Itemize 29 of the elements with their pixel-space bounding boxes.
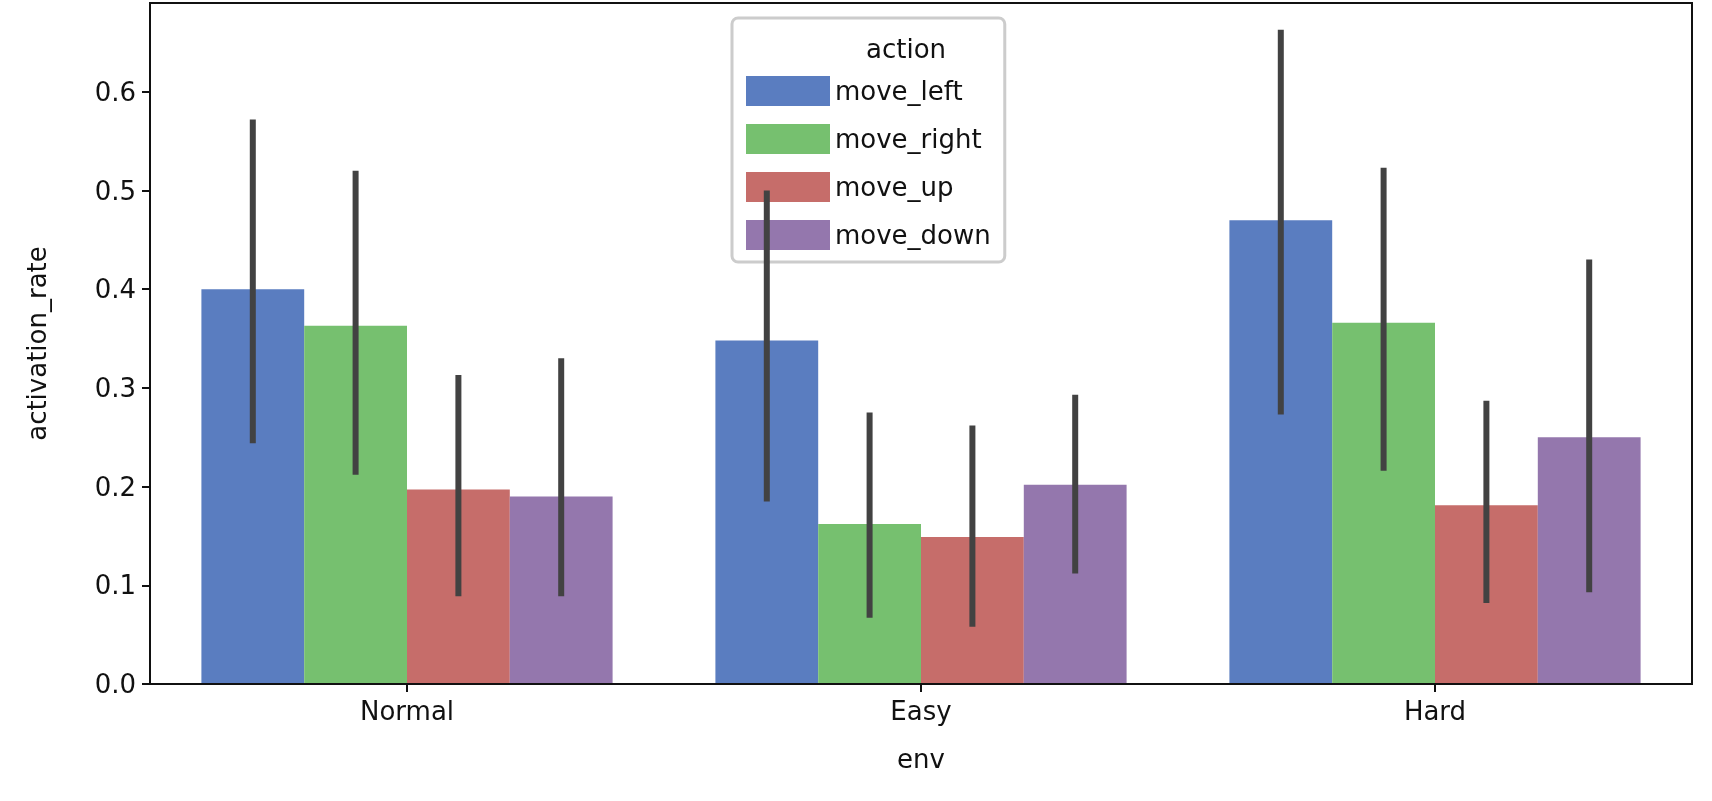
bar [1435, 505, 1538, 684]
y-tick-label: 0.2 [94, 471, 136, 502]
x-tick-label: Easy [890, 696, 952, 726]
y-tick-label: 0.5 [94, 175, 136, 206]
x-axis-title: env [897, 744, 945, 774]
legend-label: move_up [835, 172, 954, 202]
bar [715, 340, 819, 684]
bar [1023, 484, 1127, 684]
bar [921, 536, 1024, 684]
bar [818, 524, 921, 684]
y-tick-label: 0.1 [94, 570, 136, 601]
legend-label: move_left [835, 76, 963, 106]
bar [201, 289, 305, 684]
x-tick-label: Hard [1403, 696, 1467, 726]
bar [1332, 322, 1435, 684]
bar [407, 489, 510, 684]
legend-label: move_right [835, 124, 982, 154]
legend-title: action [866, 34, 947, 64]
x-tick-label: Normal [359, 696, 455, 726]
y-tick-label: 0.0 [94, 669, 136, 699]
legend-label: move_down [835, 220, 991, 250]
bar [1229, 220, 1333, 684]
y-axis-title: activation_rate [22, 246, 52, 441]
bar [509, 496, 613, 684]
y-tick-label: 0.6 [94, 76, 136, 107]
bar [1537, 437, 1641, 684]
y-tick-label: 0.4 [94, 274, 136, 305]
bar [304, 325, 407, 684]
y-tick-label: 0.3 [94, 372, 136, 403]
